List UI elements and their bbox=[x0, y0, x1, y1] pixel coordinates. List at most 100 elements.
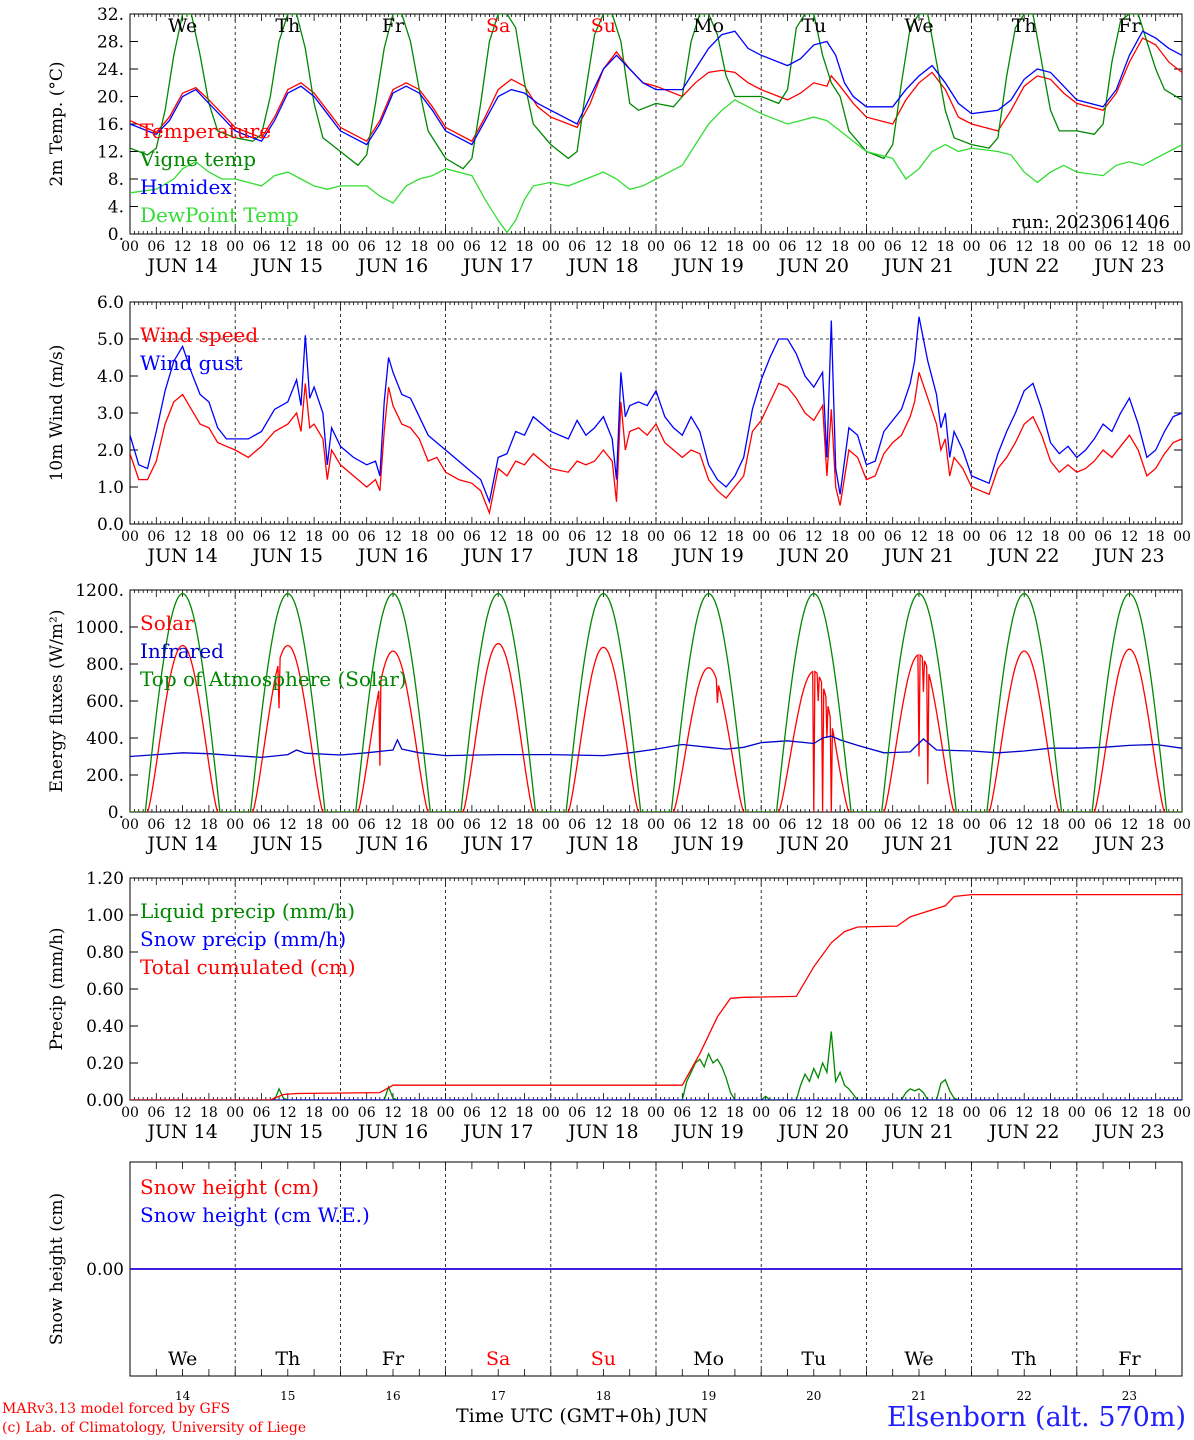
hour-tick-label: 12 bbox=[384, 1105, 402, 1121]
hour-tick-label: 18 bbox=[516, 239, 534, 255]
hour-tick-label: 00 bbox=[963, 1105, 981, 1121]
hour-tick-label: 00 bbox=[226, 817, 244, 833]
y-tick-label: 1000. bbox=[75, 618, 124, 638]
y-tick-label: 0.20 bbox=[86, 1054, 124, 1074]
legend-entry: Total cumulated (cm) bbox=[140, 955, 356, 979]
hour-tick-label: 12 bbox=[279, 1105, 297, 1121]
legend-entry: Snow precip (mm/h) bbox=[140, 927, 346, 951]
date-label: JUN 21 bbox=[882, 833, 954, 855]
run-annotation: run: 2023061406 bbox=[1012, 212, 1170, 233]
legend-entry: Solar bbox=[140, 611, 194, 635]
hour-tick-label: 18 bbox=[200, 529, 218, 545]
hour-tick-label: 12 bbox=[805, 529, 823, 545]
hour-tick-label: 06 bbox=[463, 817, 481, 833]
series-line bbox=[130, 14, 1182, 170]
date-label: JUN 21 bbox=[882, 1121, 954, 1143]
panel-1: 0. 4. 8. 12. 16. 20. 24. 28. 32. 2m Temp. (°C) 00 0… bbox=[47, 5, 1191, 277]
hour-tick-label: 06 bbox=[568, 817, 586, 833]
panel-4: 0.00 0.20 0.40 0.60 0.80 1.00 1.20 Precip (mm/h… bbox=[47, 869, 1191, 1143]
weekday-label-bottom: Fr bbox=[382, 1348, 405, 1370]
hour-tick-label: 18 bbox=[621, 1105, 639, 1121]
hour-tick-label: 06 bbox=[358, 529, 376, 545]
hour-tick-label: 18 bbox=[1042, 817, 1060, 833]
hour-tick-label: 00 bbox=[1068, 1105, 1086, 1121]
time-axis-label: Time UTC (GMT+0h) JUN bbox=[456, 1405, 708, 1427]
hour-tick-label: 00 bbox=[226, 239, 244, 255]
hour-tick-label: 18 bbox=[831, 817, 849, 833]
hour-tick-label: 18 bbox=[1147, 817, 1165, 833]
series-line bbox=[130, 30, 1182, 146]
lab-credit: (c) Lab. of Climatology, University of L… bbox=[2, 1420, 307, 1436]
hour-tick-label: 12 bbox=[489, 239, 507, 255]
y-tick-label: 1.00 bbox=[86, 906, 124, 926]
hour-tick-label: 18 bbox=[621, 239, 639, 255]
weekday-label-top: Th bbox=[1012, 15, 1037, 37]
series-line bbox=[130, 642, 1182, 812]
hour-tick-label: 06 bbox=[358, 817, 376, 833]
hour-tick-label: 06 bbox=[779, 239, 797, 255]
hour-tick-label: 00 bbox=[1173, 529, 1191, 545]
hour-tick-label: 12 bbox=[910, 529, 928, 545]
panel-3: 0. 200. 400. 600. 800. 1000. 1200. Energy fluxe… bbox=[47, 581, 1191, 855]
weekday-label-bottom: Su bbox=[591, 1348, 616, 1370]
weekday-label-bottom: We bbox=[168, 1348, 197, 1370]
hour-tick-label: 18 bbox=[516, 1105, 534, 1121]
hour-tick-label: 06 bbox=[147, 817, 165, 833]
hour-tick-label: 06 bbox=[884, 817, 902, 833]
weekday-label-top: Mo bbox=[693, 15, 724, 37]
hour-tick-label: 00 bbox=[963, 239, 981, 255]
hour-tick-label: 06 bbox=[253, 817, 271, 833]
date-label: JUN 19 bbox=[671, 545, 743, 567]
hour-tick-label: 00 bbox=[121, 817, 139, 833]
hour-tick-label: 18 bbox=[1042, 239, 1060, 255]
y-tick-label: 3.0 bbox=[97, 404, 124, 424]
hour-tick-label: 00 bbox=[437, 239, 455, 255]
date-label: JUN 23 bbox=[1092, 255, 1164, 277]
hour-tick-label: 06 bbox=[253, 529, 271, 545]
weekday-label-bottom: Th bbox=[275, 1348, 300, 1370]
hour-tick-label: 00 bbox=[857, 817, 875, 833]
weekday-label-top: Fr bbox=[1118, 15, 1141, 37]
date-label: JUN 16 bbox=[356, 255, 428, 277]
hour-tick-label: 06 bbox=[358, 239, 376, 255]
hour-tick-label: 00 bbox=[647, 1105, 665, 1121]
weekday-label-top: We bbox=[904, 15, 933, 37]
hour-tick-label: 00 bbox=[226, 1105, 244, 1121]
y-tick-label: 24. bbox=[97, 60, 124, 80]
weekday-label-bottom: Th bbox=[1012, 1348, 1037, 1370]
date-label: JUN 23 bbox=[1092, 1121, 1164, 1143]
day-number: 15 bbox=[280, 1389, 295, 1403]
date-label: JUN 19 bbox=[671, 1121, 743, 1143]
series-line bbox=[130, 593, 1182, 812]
hour-tick-label: 18 bbox=[410, 239, 428, 255]
hour-tick-label: 12 bbox=[910, 817, 928, 833]
date-label: JUN 22 bbox=[987, 255, 1059, 277]
hour-tick-label: 06 bbox=[989, 239, 1007, 255]
hour-tick-label: 18 bbox=[1042, 1105, 1060, 1121]
weekday-label-bottom: We bbox=[904, 1348, 933, 1370]
hour-tick-label: 18 bbox=[621, 529, 639, 545]
hour-tick-label: 00 bbox=[437, 817, 455, 833]
hour-tick-label: 00 bbox=[857, 239, 875, 255]
y-tick-label: 16. bbox=[97, 115, 124, 135]
hour-tick-label: 06 bbox=[358, 1105, 376, 1121]
hour-tick-label: 12 bbox=[594, 1105, 612, 1121]
hour-tick-label: 06 bbox=[779, 817, 797, 833]
hour-tick-label: 18 bbox=[516, 529, 534, 545]
weekday-label-top: Th bbox=[275, 15, 300, 37]
y-tick-label: 4.0 bbox=[97, 367, 124, 387]
hour-tick-label: 06 bbox=[568, 529, 586, 545]
hour-tick-label: 12 bbox=[700, 1105, 718, 1121]
hour-tick-label: 12 bbox=[910, 239, 928, 255]
hour-tick-label: 12 bbox=[594, 817, 612, 833]
date-label: JUN 14 bbox=[145, 1121, 217, 1143]
hour-tick-label: 12 bbox=[700, 239, 718, 255]
legend-entry: Snow height (cm) bbox=[140, 1175, 319, 1199]
y-tick-label: 0. bbox=[108, 225, 124, 245]
hour-tick-label: 18 bbox=[410, 1105, 428, 1121]
hour-tick-label: 18 bbox=[726, 1105, 744, 1121]
hour-tick-label: 06 bbox=[463, 239, 481, 255]
weekday-label-bottom: Sa bbox=[486, 1348, 510, 1370]
day-number: 18 bbox=[596, 1389, 611, 1403]
